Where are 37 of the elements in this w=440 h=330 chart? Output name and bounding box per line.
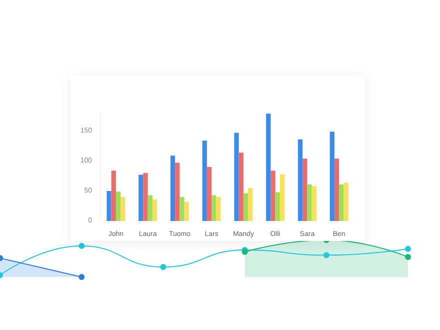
bar xyxy=(184,202,189,221)
bar xyxy=(334,158,340,221)
bar xyxy=(312,186,316,221)
bar xyxy=(180,197,184,221)
bar xyxy=(266,114,271,221)
bar xyxy=(175,162,180,221)
point xyxy=(160,264,166,270)
bar xyxy=(298,139,303,221)
bar xyxy=(243,193,248,221)
bar xyxy=(302,158,308,221)
bar xyxy=(148,195,152,221)
bar xyxy=(138,174,144,221)
bar xyxy=(339,184,344,221)
bar xyxy=(248,188,253,221)
bar xyxy=(152,199,158,221)
bar xyxy=(116,192,121,221)
bar xyxy=(216,197,221,221)
bar xyxy=(344,182,348,221)
bar xyxy=(111,170,116,221)
bar xyxy=(330,132,334,221)
bar xyxy=(212,195,216,221)
point xyxy=(405,246,411,252)
bar xyxy=(238,152,244,221)
bar xyxy=(270,170,276,221)
bar xyxy=(206,167,212,221)
bar xyxy=(170,156,176,221)
point xyxy=(323,252,330,258)
bar xyxy=(307,184,312,221)
point xyxy=(405,254,411,260)
bar xyxy=(143,173,148,221)
bar xyxy=(234,132,239,221)
bar xyxy=(106,191,112,221)
point xyxy=(78,242,85,249)
bar xyxy=(120,197,126,221)
bar xyxy=(275,192,280,221)
bar xyxy=(202,140,207,221)
bar xyxy=(280,174,285,221)
